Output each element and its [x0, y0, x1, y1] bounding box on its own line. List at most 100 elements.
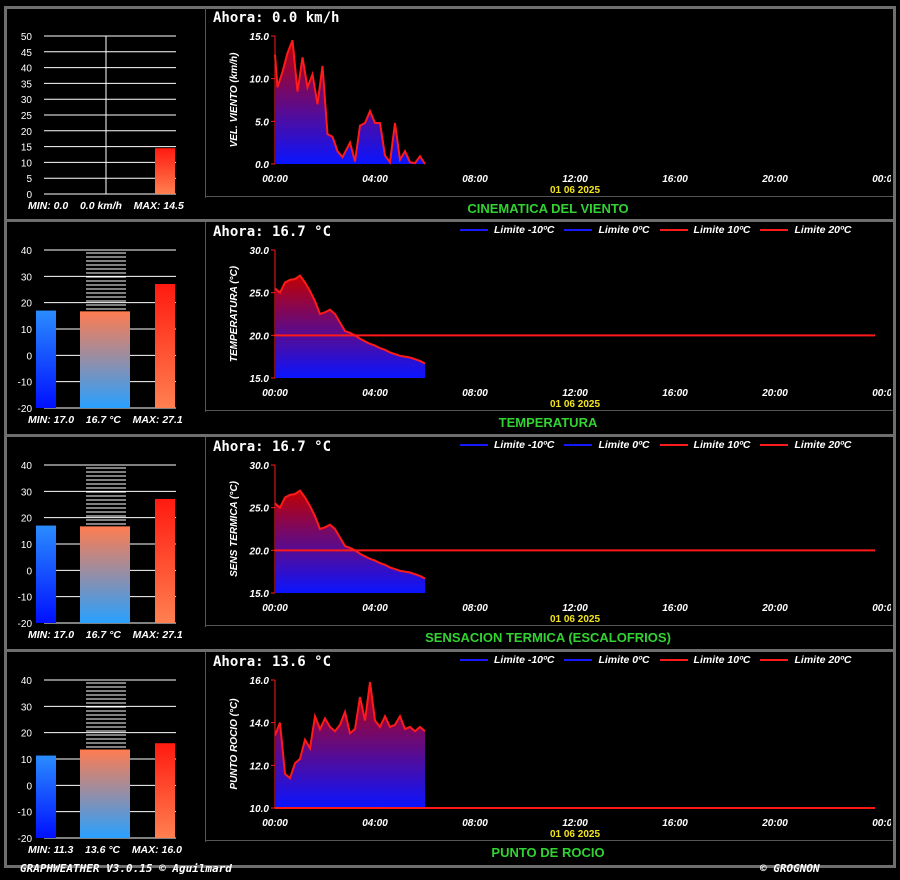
x-tick-label: 20:00 — [761, 603, 788, 614]
y-tick-label: 10.0 — [250, 804, 270, 815]
x-tick-label: 16:00 — [662, 388, 688, 399]
gauge-max-bar — [155, 743, 175, 838]
legend-item: Limite 10ºC — [659, 224, 750, 236]
area-chart: 30.0 25.0 20.0 15.0 TEMPERATURA (°C) 00:00 04:… — [229, 246, 891, 408]
gauge-tick-label: 20 — [21, 514, 33, 525]
min-label: MIN: 17.0 — [28, 629, 75, 641]
y-tick-label: 30.0 — [250, 461, 270, 472]
x-tick-label: 00:00 — [262, 174, 288, 185]
gauge-tick-label: 20 — [21, 127, 33, 138]
x-tick-label: 20:00 — [761, 388, 788, 399]
legend-label: Limite 0ºC — [598, 439, 650, 451]
legend-swatch — [659, 229, 688, 232]
series-line — [274, 682, 426, 780]
gauge-tick-label: 45 — [21, 48, 33, 59]
series-area — [275, 275, 425, 378]
legend-item: Limite -10ºC — [460, 439, 554, 451]
gauge-tick-label: 5 — [26, 174, 32, 185]
threshold-legend: Limite -10ºC Limite 0ºC Limite 10ºC Limite … — [460, 224, 861, 236]
gauge-tick-label: 30 — [21, 272, 33, 283]
min-label: MIN: 11.3 — [28, 844, 74, 856]
x-tick-label: 08:00 — [462, 603, 488, 614]
legend-label: Limite 20ºC — [794, 654, 852, 666]
legend-swatch — [460, 659, 488, 662]
current-value-label: Ahora: 16.7 °C — [213, 439, 332, 455]
date-label: 01 06 2025 — [550, 185, 600, 194]
panel-1: 40 30 20 10 0 -10 -20 MIN: 17.0 16.7 °C MAX: 27… — [8, 222, 893, 435]
current-label: 16.7 °C — [85, 414, 121, 426]
series-line — [274, 274, 426, 365]
gauge-tick-label: 25 — [21, 111, 33, 122]
gauge-tick-label: -20 — [18, 619, 33, 630]
y-tick-label: 16.0 — [250, 676, 270, 687]
legend-item: Limite 0ºC — [564, 439, 650, 451]
x-tick-label: 20:00 — [761, 818, 788, 829]
chart-bottom-rule — [205, 410, 893, 411]
current-value-label: Ahora: 16.7 °C — [213, 224, 332, 240]
legend-item: Limite 0ºC — [564, 224, 650, 236]
y-tick-label: 10.0 — [250, 75, 270, 86]
area-chart: 30.0 25.0 20.0 15.0 SENS TERMICA (°C) 00:00 04… — [229, 461, 891, 623]
gauge-tick-label: -10 — [18, 378, 33, 389]
x-tick-label: 04:00 — [362, 388, 388, 399]
y-axis-label: TEMPERATURA (°C) — [229, 265, 240, 362]
min-label: MIN: 0.0 — [28, 200, 69, 212]
panel-divider — [205, 8, 206, 198]
legend-item: Limite -10ºC — [460, 224, 554, 236]
current-label: 13.6 °C — [85, 844, 121, 856]
legend-swatch — [564, 444, 593, 447]
gauge-max-bar — [155, 283, 175, 408]
x-tick-label: 04:00 — [362, 603, 388, 614]
x-tick-label: 12:00 — [562, 174, 588, 185]
current-label: 16.7 °C — [85, 629, 121, 641]
date-label: 01 06 2025 — [550, 399, 600, 408]
y-tick-label: 15.0 — [250, 32, 270, 43]
y-axis-label: VEL. VIENTO (km/h) — [229, 52, 240, 147]
series-area — [275, 682, 425, 808]
panel-divider — [205, 437, 206, 627]
gauge-chart: 40 30 20 10 0 -10 -20 — [18, 676, 176, 845]
legend-label: Limite 20ºC — [794, 439, 852, 451]
threshold-legend: Limite -10ºC Limite 0ºC Limite 10ºC Limite … — [460, 654, 861, 666]
gauge-tick-label: 30 — [21, 702, 33, 713]
legend-item: Limite -10ºC — [460, 654, 554, 666]
y-axis-label: SENS TERMICA (°C) — [229, 480, 240, 577]
minmax-readout: MIN: 17.0 16.7 °C MAX: 27.1 — [28, 629, 183, 641]
gauge-tick-label: 10 — [21, 540, 33, 551]
x-tick-label: 16:00 — [662, 174, 688, 185]
y-tick-label: 15.0 — [250, 374, 270, 385]
legend-label: Limite -10ºC — [494, 224, 555, 236]
gauge-chart: 40 30 20 10 0 -10 -20 — [18, 246, 176, 415]
gauge-tick-label: 40 — [21, 676, 33, 687]
panel-0: 50 45 40 35 30 25 20 15 10 5 0 MIN: 0.0 0.0 km/h MA… — [8, 8, 893, 221]
gauge-tick-label: 30 — [21, 95, 33, 106]
min-label: MIN: 17.0 — [28, 414, 75, 426]
gauge-current-bar — [80, 311, 130, 408]
gauge-tick-label: 0 — [26, 190, 32, 201]
panel-2: 40 30 20 10 0 -10 -20 MIN: 17.0 16.7 °C MAX: 27… — [8, 437, 893, 650]
y-axis-label: PUNTO ROCIO (°C) — [229, 698, 240, 790]
chart-bottom-rule — [205, 196, 893, 197]
legend-swatch — [760, 659, 789, 662]
gauge-tick-label: 50 — [21, 32, 33, 43]
panel-divider — [205, 222, 206, 412]
footer-credits: GRAPHWEATHER V3.0.15 © Aguilmard — [20, 862, 232, 875]
legend-swatch — [564, 229, 593, 232]
legend-swatch — [564, 659, 593, 662]
threshold-legend: Limite -10ºC Limite 0ºC Limite 10ºC Limite … — [460, 439, 861, 451]
max-label: MAX: 14.5 — [133, 200, 184, 212]
series-line — [274, 39, 426, 165]
gauge-tick-label: 0 — [26, 566, 32, 577]
x-tick-label: 08:00 — [462, 818, 488, 829]
legend-item: Limite 20ºC — [760, 439, 851, 451]
gauge-tick-label: -10 — [18, 808, 33, 819]
minmax-readout: MIN: 17.0 16.7 °C MAX: 27.1 — [28, 414, 183, 426]
gauge-min-bar — [36, 755, 56, 838]
main-frame — [4, 6, 896, 868]
gauge-min-bar — [36, 310, 56, 408]
legend-label: Limite -10ºC — [494, 654, 555, 666]
x-tick-label: 08:00 — [462, 388, 488, 399]
chart-bottom-rule — [205, 840, 893, 841]
gauge-tick-label: 20 — [21, 729, 33, 740]
